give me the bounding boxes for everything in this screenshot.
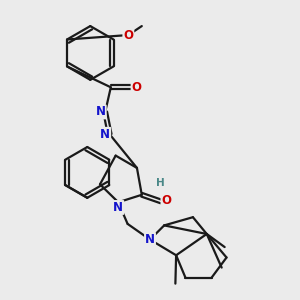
Text: N: N: [96, 105, 106, 119]
Text: H: H: [156, 178, 165, 188]
Text: N: N: [113, 201, 123, 214]
Text: O: O: [123, 28, 134, 41]
Text: O: O: [132, 81, 142, 94]
Text: N: N: [100, 128, 110, 141]
Text: N: N: [145, 233, 155, 246]
Text: O: O: [161, 194, 171, 207]
